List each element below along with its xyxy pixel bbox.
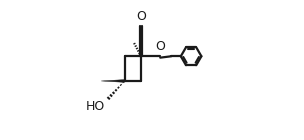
- Text: O: O: [156, 40, 166, 53]
- Text: O: O: [136, 10, 146, 23]
- Text: HO: HO: [86, 100, 105, 113]
- Polygon shape: [101, 80, 125, 82]
